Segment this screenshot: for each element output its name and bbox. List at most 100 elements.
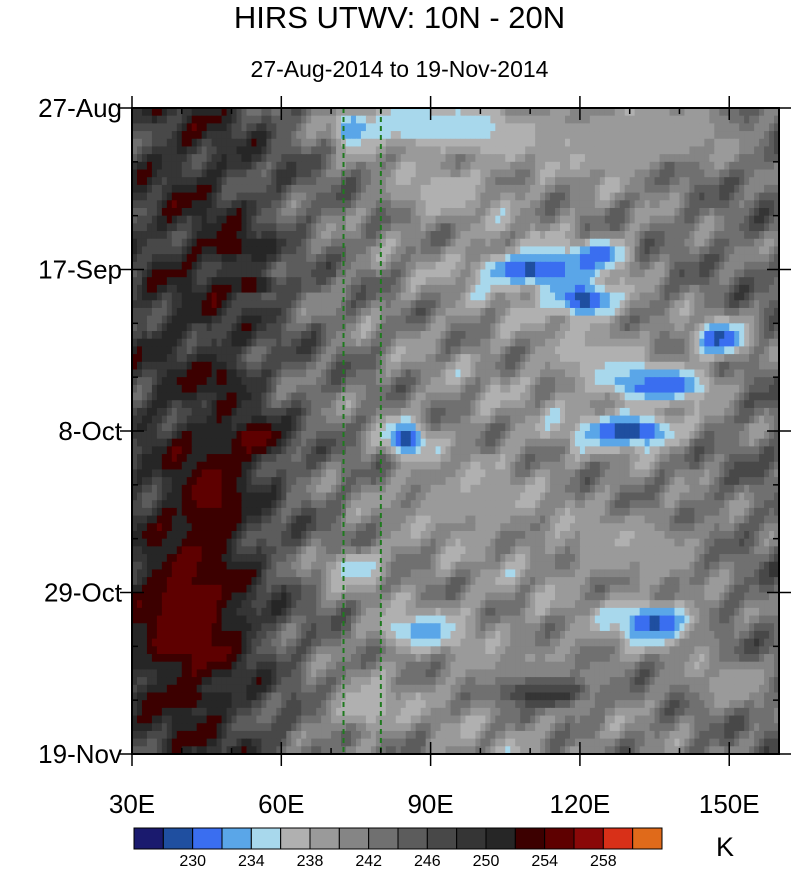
heatmap-cell	[425, 169, 432, 178]
heatmap-cell	[749, 138, 755, 148]
heatmap-cell	[181, 123, 188, 132]
heatmap-cell	[375, 292, 382, 301]
heatmap-cell	[181, 200, 188, 209]
heatmap-cell	[306, 161, 312, 171]
heatmap-cell	[410, 284, 417, 294]
heatmap-cell	[365, 184, 372, 194]
heatmap-cell	[346, 292, 352, 301]
heatmap-cell	[256, 400, 262, 409]
heatmap-cell	[774, 369, 780, 378]
heatmap-cell	[714, 392, 720, 401]
heatmap-cell	[560, 138, 566, 148]
heatmap-cell	[211, 400, 218, 409]
heatmap-cell	[176, 246, 183, 255]
heatmap-cell	[739, 315, 745, 324]
heatmap-cell	[296, 354, 302, 363]
heatmap-cell	[266, 300, 272, 309]
heatmap-cell	[286, 331, 292, 340]
heatmap-cell	[291, 331, 297, 340]
heatmap-cell	[679, 377, 686, 386]
heatmap-cell	[470, 223, 477, 232]
heatmap-cell	[425, 300, 432, 309]
heatmap-cell	[201, 161, 208, 171]
heatmap-cell	[395, 346, 402, 355]
heatmap-cell	[166, 346, 173, 355]
heatmap-cell	[161, 184, 168, 194]
heatmap-cell	[166, 131, 173, 140]
heatmap-cell	[629, 169, 636, 178]
heatmap-cell	[336, 346, 342, 355]
heatmap-cell	[360, 354, 367, 363]
heatmap-cell	[201, 400, 208, 409]
heatmap-cell	[550, 223, 556, 232]
heatmap-cell	[321, 123, 327, 132]
heatmap-cell	[256, 207, 262, 217]
heatmap-cell	[669, 369, 676, 378]
heatmap-cell	[445, 284, 452, 294]
heatmap-cell	[614, 284, 621, 294]
heatmap-cell	[166, 331, 173, 340]
heatmap-cell	[664, 300, 671, 309]
heatmap-cell	[604, 169, 611, 178]
heatmap-cell	[694, 123, 700, 132]
heatmap-cell	[550, 331, 556, 340]
heatmap-cell	[261, 123, 267, 132]
heatmap-cell	[684, 108, 691, 117]
heatmap-cell	[336, 115, 342, 124]
heatmap-cell	[161, 108, 168, 117]
heatmap-cell	[769, 238, 775, 248]
heatmap-cell	[196, 331, 203, 340]
heatmap-cell	[629, 215, 636, 224]
heatmap-cell	[390, 123, 397, 132]
heatmap-cell	[271, 300, 277, 309]
heatmap-cell	[445, 169, 452, 178]
heatmap-cell	[141, 331, 148, 340]
heatmap-cell	[510, 207, 516, 217]
heatmap-cell	[246, 331, 253, 340]
heatmap-cell	[555, 184, 561, 194]
heatmap-cell	[291, 307, 297, 317]
heatmap-cell	[470, 269, 477, 278]
heatmap-cell	[634, 292, 641, 301]
heatmap-cell	[739, 377, 745, 386]
heatmap-cell	[316, 361, 322, 371]
heatmap-cell	[141, 238, 148, 248]
heatmap-cell	[156, 215, 163, 224]
heatmap-cell	[355, 323, 362, 332]
heatmap-cell	[331, 384, 337, 394]
heatmap-cell	[266, 223, 272, 232]
heatmap-cell	[425, 331, 432, 340]
heatmap-cell	[619, 269, 626, 278]
heatmap-cell	[684, 177, 691, 186]
heatmap-cell	[316, 369, 322, 378]
heatmap-cell	[256, 184, 262, 194]
heatmap-cell	[500, 161, 506, 171]
heatmap-cell	[624, 323, 631, 332]
heatmap-cell	[764, 123, 770, 132]
heatmap-cell	[699, 115, 705, 124]
heatmap-cell	[400, 215, 407, 224]
heatmap-cell	[619, 215, 626, 224]
heatmap-cell	[599, 192, 606, 201]
heatmap-cell	[505, 261, 511, 271]
heatmap-cell	[624, 261, 631, 271]
heatmap-cell	[510, 246, 516, 255]
heatmap-cell	[764, 131, 770, 140]
heatmap-cell	[395, 361, 402, 371]
heatmap-cell	[724, 223, 730, 232]
heatmap-cell	[281, 284, 287, 294]
heatmap-cell	[739, 323, 745, 332]
heatmap-cell	[584, 354, 591, 363]
heatmap-cell	[241, 346, 248, 355]
heatmap-cell	[460, 338, 467, 347]
heatmap-cell	[530, 184, 536, 194]
heatmap-cell	[599, 108, 606, 117]
heatmap-cell	[574, 238, 581, 248]
heatmap-cell	[166, 377, 173, 386]
heatmap-cell	[589, 315, 596, 324]
heatmap-cell	[555, 277, 561, 286]
heatmap-cell	[385, 323, 392, 332]
heatmap-cell	[564, 354, 571, 363]
heatmap-cell	[749, 207, 755, 217]
heatmap-cell	[744, 354, 750, 363]
